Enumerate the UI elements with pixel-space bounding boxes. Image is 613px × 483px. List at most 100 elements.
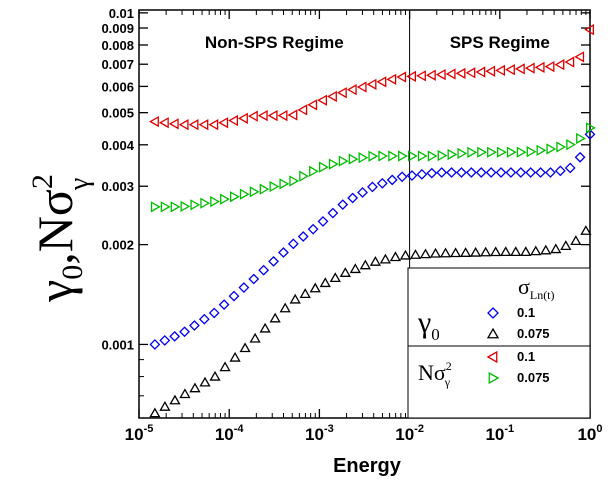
x-tick-label-base: 10 (215, 425, 234, 444)
data-point (319, 277, 331, 288)
data-point (169, 394, 181, 405)
data-point (485, 65, 496, 77)
data-point (540, 244, 552, 255)
data-point (398, 150, 408, 162)
data-point (457, 147, 468, 160)
data-point (159, 334, 171, 346)
y-axis-label-sup: 2 (26, 174, 59, 189)
data-point (485, 167, 497, 178)
data-point (158, 117, 169, 129)
x-tick-label: 10-2 (395, 423, 424, 444)
legend-symbol-main: γ (417, 306, 431, 339)
data-point (585, 122, 596, 134)
legend-symbol-main: Nσ (418, 360, 446, 385)
data-point (289, 293, 301, 304)
data-point (369, 256, 382, 266)
data-point (406, 70, 417, 83)
data-point (546, 143, 557, 155)
legend-header-sigma: σ (518, 274, 530, 299)
data-point (514, 63, 525, 75)
data-point (269, 312, 281, 323)
data-point (248, 273, 260, 285)
data-point (238, 282, 250, 293)
data-point (426, 167, 438, 179)
data-point (366, 78, 377, 90)
data-point (150, 201, 161, 213)
data-point (439, 247, 452, 258)
series-3 (150, 122, 596, 213)
data-point (419, 248, 432, 259)
data-point (287, 109, 298, 121)
x-tick-label-exp: -1 (504, 423, 514, 435)
data-point (209, 370, 221, 381)
data-point (469, 246, 482, 257)
region-label-non-sps: Non-SPS Regime (205, 33, 344, 52)
data-point (435, 68, 446, 81)
data-point (536, 144, 547, 156)
data-point (534, 61, 545, 73)
data-point (307, 223, 319, 235)
data-point (229, 191, 240, 203)
data-point (219, 361, 231, 372)
series-2 (149, 24, 595, 131)
data-point (574, 51, 585, 63)
data-point (247, 110, 258, 122)
data-point (239, 188, 250, 200)
regime-layer: Non-SPS Regime SPS Regime (205, 10, 550, 418)
data-point (584, 24, 595, 36)
data-point (348, 153, 359, 165)
y-axis-label-gamma: γ (27, 280, 83, 303)
data-point (436, 167, 448, 178)
data-point (524, 62, 535, 74)
data-point (378, 150, 389, 162)
data-point (149, 407, 161, 418)
data-point (160, 201, 171, 213)
x-tick-label: 100 (577, 423, 602, 444)
x-tick-label-exp: 0 (596, 423, 602, 435)
data-point (467, 146, 478, 158)
data-point (516, 146, 527, 158)
data-point (259, 183, 270, 195)
data-point (190, 199, 201, 211)
series-1 (149, 225, 592, 418)
data-point (480, 246, 492, 257)
data-point (576, 132, 586, 145)
legend-box (407, 267, 591, 419)
data-point (506, 146, 517, 158)
data-point (189, 382, 201, 393)
data-point (277, 109, 288, 122)
data-point (198, 119, 209, 131)
data-point (268, 255, 279, 267)
data-point (376, 177, 388, 189)
y-tick-label: 0.01 (109, 6, 134, 21)
data-point (228, 114, 239, 127)
data-point (564, 56, 575, 68)
x-tick-label-base: 10 (577, 425, 596, 444)
data-point (407, 150, 418, 162)
data-point (329, 272, 341, 283)
x-tick-label: 10-1 (485, 423, 514, 444)
data-point (475, 66, 486, 78)
data-point (367, 181, 378, 193)
data-point (289, 175, 300, 187)
axis-ticks: 10-5 10-4 10-3 10-2 10-1 1000.0010.0020.0030.… (101, 6, 602, 444)
data-point (346, 84, 357, 96)
data-point (455, 67, 466, 79)
data-point (545, 167, 556, 178)
data-point (149, 115, 159, 128)
data-point (180, 200, 191, 213)
data-point (544, 60, 555, 73)
data-point (200, 197, 211, 209)
data-point (465, 167, 477, 178)
x-tick-label-base: 10 (125, 425, 144, 444)
data-point (267, 109, 278, 122)
data-point (339, 267, 351, 277)
data-point (490, 246, 502, 257)
data-point (168, 118, 179, 130)
data-point (477, 146, 488, 158)
data-point (188, 119, 199, 131)
legend-symbol-sub: γ (444, 375, 451, 389)
data-point (208, 307, 220, 319)
data-point (560, 240, 572, 250)
x-tick-label-exp: -5 (144, 423, 154, 435)
